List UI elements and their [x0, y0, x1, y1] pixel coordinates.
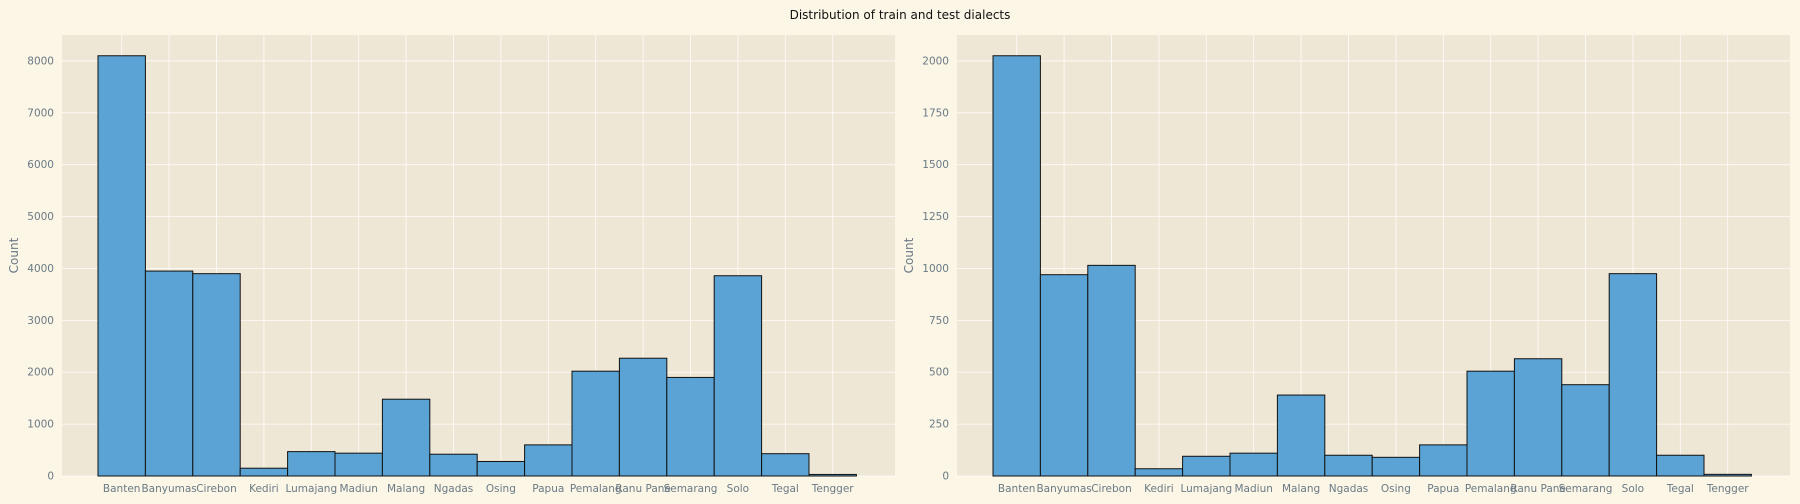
bar — [239, 467, 289, 477]
bar — [666, 376, 715, 477]
bar — [1087, 264, 1136, 477]
bar — [1324, 454, 1373, 477]
bar — [334, 452, 383, 477]
x-tick-label: Ranu Pane — [615, 483, 671, 495]
x-tick-label: Kediri — [1144, 483, 1174, 495]
y-tick-label: 750 — [929, 315, 949, 327]
x-tick-label: Ranu Pane — [1510, 483, 1566, 495]
x-tick-label: Cirebon — [196, 483, 237, 495]
x-tick-label: Papua — [1427, 483, 1459, 495]
y-axis-label: Count — [7, 237, 21, 273]
figure-title: Distribution of train and test dialects — [789, 8, 1011, 22]
bar — [1608, 273, 1658, 477]
bar — [1466, 370, 1515, 477]
bar — [1182, 455, 1231, 477]
bar — [618, 357, 668, 477]
y-tick-label: 250 — [929, 419, 949, 431]
bar — [1229, 452, 1278, 477]
bar — [713, 275, 763, 477]
x-tick-label: Solo — [727, 483, 749, 495]
y-tick-label: 0 — [942, 471, 949, 483]
test-chart: 0 250 500 750 1000 1250 1500 1750 2000 Banten Bany… — [902, 35, 1790, 495]
bar — [1371, 456, 1421, 477]
x-tick-label: Osing — [1381, 483, 1411, 495]
x-tick-label: Ngadas — [434, 483, 474, 495]
x-tick-label: Semarang — [1559, 483, 1613, 495]
x-tick-label: Solo — [1622, 483, 1644, 495]
x-tick-label: Papua — [532, 483, 564, 495]
y-tick-label: 2000 — [922, 55, 949, 67]
y-tick-label: 1750 — [922, 107, 949, 119]
bar — [1419, 444, 1468, 477]
x-tick-label: Banyumas — [141, 483, 196, 495]
x-tick-label: Banten — [998, 483, 1036, 495]
x-tick-label: Madiun — [340, 483, 378, 495]
bar — [476, 460, 526, 477]
x-tick-label: Banyumas — [1036, 483, 1091, 495]
y-tick-label: 7000 — [27, 107, 54, 119]
bar — [524, 444, 573, 477]
bar — [1039, 274, 1089, 477]
y-tick-label: 3000 — [27, 315, 54, 327]
bar — [429, 453, 478, 477]
bar — [1703, 473, 1752, 477]
bar — [1656, 454, 1705, 477]
y-tick-label: 1000 — [27, 419, 54, 431]
bar — [1561, 384, 1610, 477]
bar — [381, 398, 431, 477]
y-tick-label: 0 — [47, 471, 54, 483]
y-tick-label: 2000 — [27, 367, 54, 379]
x-tick-label: Ngadas — [1329, 483, 1369, 495]
bar — [761, 453, 810, 477]
y-tick-label: 1000 — [922, 263, 949, 275]
x-tick-label: Malang — [387, 483, 425, 495]
x-tick-label: Tegal — [1666, 483, 1694, 495]
bar — [1513, 358, 1563, 477]
bar — [1134, 468, 1184, 477]
bar — [571, 370, 620, 477]
x-tick-label: Pemalang — [1465, 483, 1517, 495]
y-axis-label: Count — [902, 237, 916, 273]
x-tick-label: Malang — [1282, 483, 1320, 495]
y-tick-label: 8000 — [27, 55, 54, 67]
x-tick-label: Banten — [103, 483, 141, 495]
x-tick-label: Tengger — [811, 483, 855, 495]
bar — [1276, 394, 1326, 477]
train-chart: 0 1000 2000 3000 4000 5000 6000 7000 8000 Banten B… — [7, 35, 895, 495]
bar — [192, 273, 241, 477]
bar — [144, 270, 194, 477]
x-tick-label: Tengger — [1706, 483, 1750, 495]
bar — [97, 55, 146, 477]
x-tick-label: Madiun — [1235, 483, 1273, 495]
y-tick-label: 5000 — [27, 211, 54, 223]
bar — [808, 473, 857, 477]
x-tick-label: Semarang — [664, 483, 718, 495]
x-tick-label: Lumajang — [1180, 483, 1232, 495]
y-tick-label: 4000 — [27, 263, 54, 275]
y-tick-label: 500 — [929, 367, 949, 379]
y-tick-label: 1500 — [922, 159, 949, 171]
y-tick-label: 6000 — [27, 159, 54, 171]
x-tick-label: Osing — [486, 483, 516, 495]
x-tick-label: Kediri — [249, 483, 279, 495]
x-tick-label: Pemalang — [570, 483, 622, 495]
x-tick-label: Tegal — [771, 483, 799, 495]
x-tick-label: Lumajang — [285, 483, 337, 495]
y-tick-label: 1250 — [922, 211, 949, 223]
bar — [992, 55, 1041, 477]
bar — [287, 451, 336, 477]
x-tick-label: Cirebon — [1091, 483, 1132, 495]
